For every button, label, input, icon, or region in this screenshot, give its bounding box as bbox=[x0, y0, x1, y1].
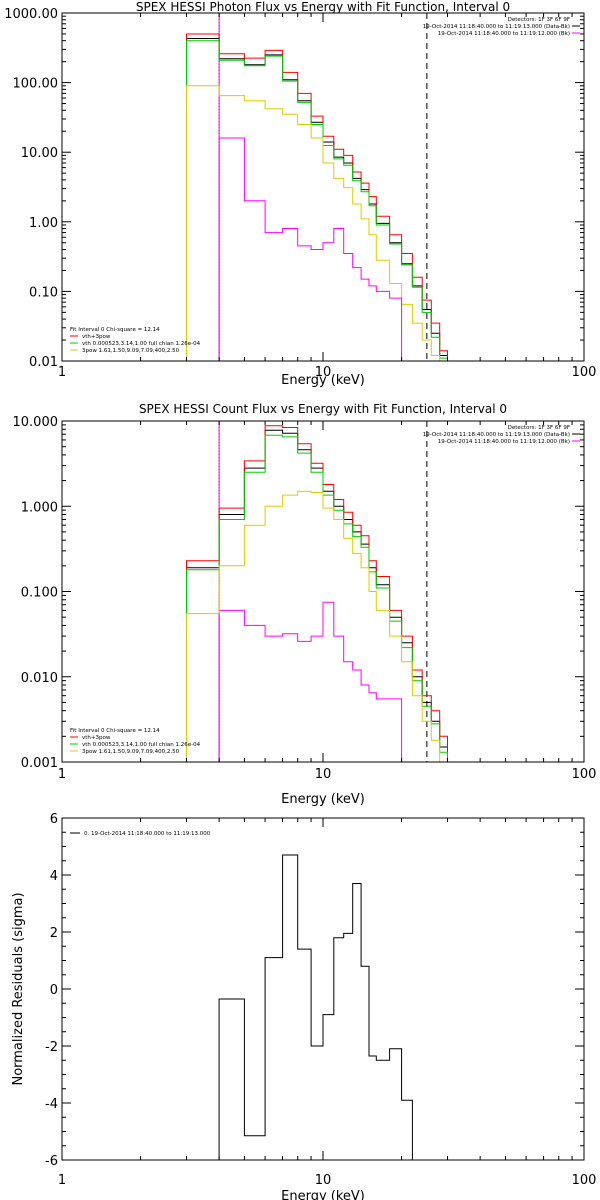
x-tick-label: 10 bbox=[315, 365, 332, 380]
y-tick-label: -6 bbox=[45, 1154, 58, 1169]
x-tick-label: 100 bbox=[572, 1173, 597, 1188]
chart-title: SPEX HESSI Count Flux vs Energy with Fit… bbox=[139, 402, 507, 416]
x-axis-label: Energy (keV) bbox=[281, 373, 365, 388]
chart-panel-1: SPEX HESSI Photon Flux vs Energy with Fi… bbox=[4, 0, 596, 388]
legend-header: Fit Interval 0 Chi-square = 12.14 bbox=[70, 327, 160, 333]
x-tick-label: 100 bbox=[572, 767, 597, 782]
legend: Fit Interval 0 Chi-square = 12.14vth+3po… bbox=[70, 327, 201, 354]
series-2-line bbox=[186, 40, 448, 361]
y-tick-label: -4 bbox=[45, 1097, 58, 1112]
series-group bbox=[186, 421, 448, 762]
series-4-line bbox=[186, 490, 448, 762]
legend-label: vth 0.000523,3.14,1.00 full chian 1.26e-… bbox=[82, 341, 201, 347]
legend: Fit Interval 0 Chi-square = 12.14vth+3po… bbox=[70, 728, 201, 755]
annotation-text: 19-Oct-2014 11:18:40.000 to 11:19:13.000… bbox=[423, 432, 570, 438]
series-2-line bbox=[186, 425, 448, 762]
y-tick-label: 4 bbox=[50, 869, 58, 884]
legend-label: 0. 19-Oct-2014 11:18:40.000 to 11:19:13.… bbox=[84, 831, 211, 837]
x-tick-label: 100 bbox=[572, 365, 597, 380]
series-0-line bbox=[218, 854, 432, 1160]
x-tick-label: 1 bbox=[58, 365, 66, 380]
y-tick-label: 10.000 bbox=[13, 415, 59, 430]
series-0-line bbox=[186, 38, 448, 361]
y-tick-label: 1.00 bbox=[29, 216, 58, 231]
y-tick-label: 1.000 bbox=[21, 500, 58, 515]
y-tick-label: 1000.00 bbox=[4, 7, 58, 22]
y-tick-label: -2 bbox=[45, 1040, 58, 1055]
series-3-line bbox=[186, 434, 448, 762]
y-tick-label: 0 bbox=[50, 983, 58, 998]
legend-label: vth+3pow bbox=[82, 334, 111, 340]
annotation-text: 19-Oct-2014 11:18:40.000 to 11:19:12.000… bbox=[438, 31, 570, 37]
y-tick-label: 0.010 bbox=[21, 671, 58, 686]
y-tick-label: 0.001 bbox=[21, 756, 58, 771]
x-axis-label: Energy (keV) bbox=[281, 1189, 365, 1200]
y-tick-label: 0.01 bbox=[29, 355, 58, 370]
y-tick-label: 0.100 bbox=[21, 586, 58, 601]
legend-label: 3pow 1.61,1.50,9.09,7.09,400,2.50 bbox=[82, 749, 180, 755]
series-1-line bbox=[218, 601, 403, 762]
y-tick-label: 0.10 bbox=[29, 285, 58, 300]
chart-panel-2: SPEX HESSI Count Flux vs Energy with Fit… bbox=[13, 402, 597, 807]
series-0-line bbox=[186, 429, 448, 762]
annotation-text: Detectors: 1F 3F 6F 9F bbox=[508, 17, 570, 23]
series-4-line bbox=[218, 137, 403, 361]
y-tick-label: 6 bbox=[50, 812, 58, 827]
legend: 0. 19-Oct-2014 11:18:40.000 to 11:19:13.… bbox=[70, 831, 211, 837]
series-group bbox=[218, 854, 432, 1160]
annotation-text: 19-Oct-2014 11:18:40.000 to 11:19:12.000… bbox=[438, 439, 570, 445]
legend-label: 3pow 1.61,1.50,9.09,7.09,400,2.50 bbox=[82, 348, 180, 354]
y-tick-label: 2 bbox=[50, 926, 58, 941]
x-tick-label: 1 bbox=[58, 1173, 66, 1188]
series-group bbox=[186, 13, 448, 361]
x-axis-label: Energy (keV) bbox=[281, 792, 365, 807]
y-axis-label: Normalized Residuals (sigma) bbox=[11, 892, 26, 1085]
series-3-line bbox=[186, 85, 448, 361]
legend-header: Fit Interval 0 Chi-square = 12.14 bbox=[70, 728, 160, 734]
annotation-text: Detectors: 1F 3F 6F 9F bbox=[508, 425, 570, 431]
chart-title: SPEX HESSI Photon Flux vs Energy with Fi… bbox=[136, 0, 510, 14]
legend-label: vth+3pow bbox=[82, 735, 111, 741]
series-1-line bbox=[186, 33, 448, 361]
chart-panel-3: 1 10 100 -6 -4 -2 0 2 4 6 Energy (keV) Normalized R… bbox=[11, 812, 596, 1200]
legend-label: vth 0.000523,3.14,1.00 full chian 1.26e-… bbox=[82, 742, 201, 748]
x-tick-label: 1 bbox=[58, 767, 66, 782]
y-tick-label: 10.00 bbox=[21, 146, 58, 161]
x-tick-label: 10 bbox=[315, 767, 332, 782]
x-tick-label: 10 bbox=[315, 1173, 332, 1188]
plot-frame bbox=[61, 12, 585, 362]
annotation-text: 19-Oct-2014 11:18:40.000 to 11:19:13.000… bbox=[423, 24, 570, 30]
y-tick-label: 100.00 bbox=[13, 77, 59, 92]
plot-frame bbox=[61, 817, 585, 1161]
